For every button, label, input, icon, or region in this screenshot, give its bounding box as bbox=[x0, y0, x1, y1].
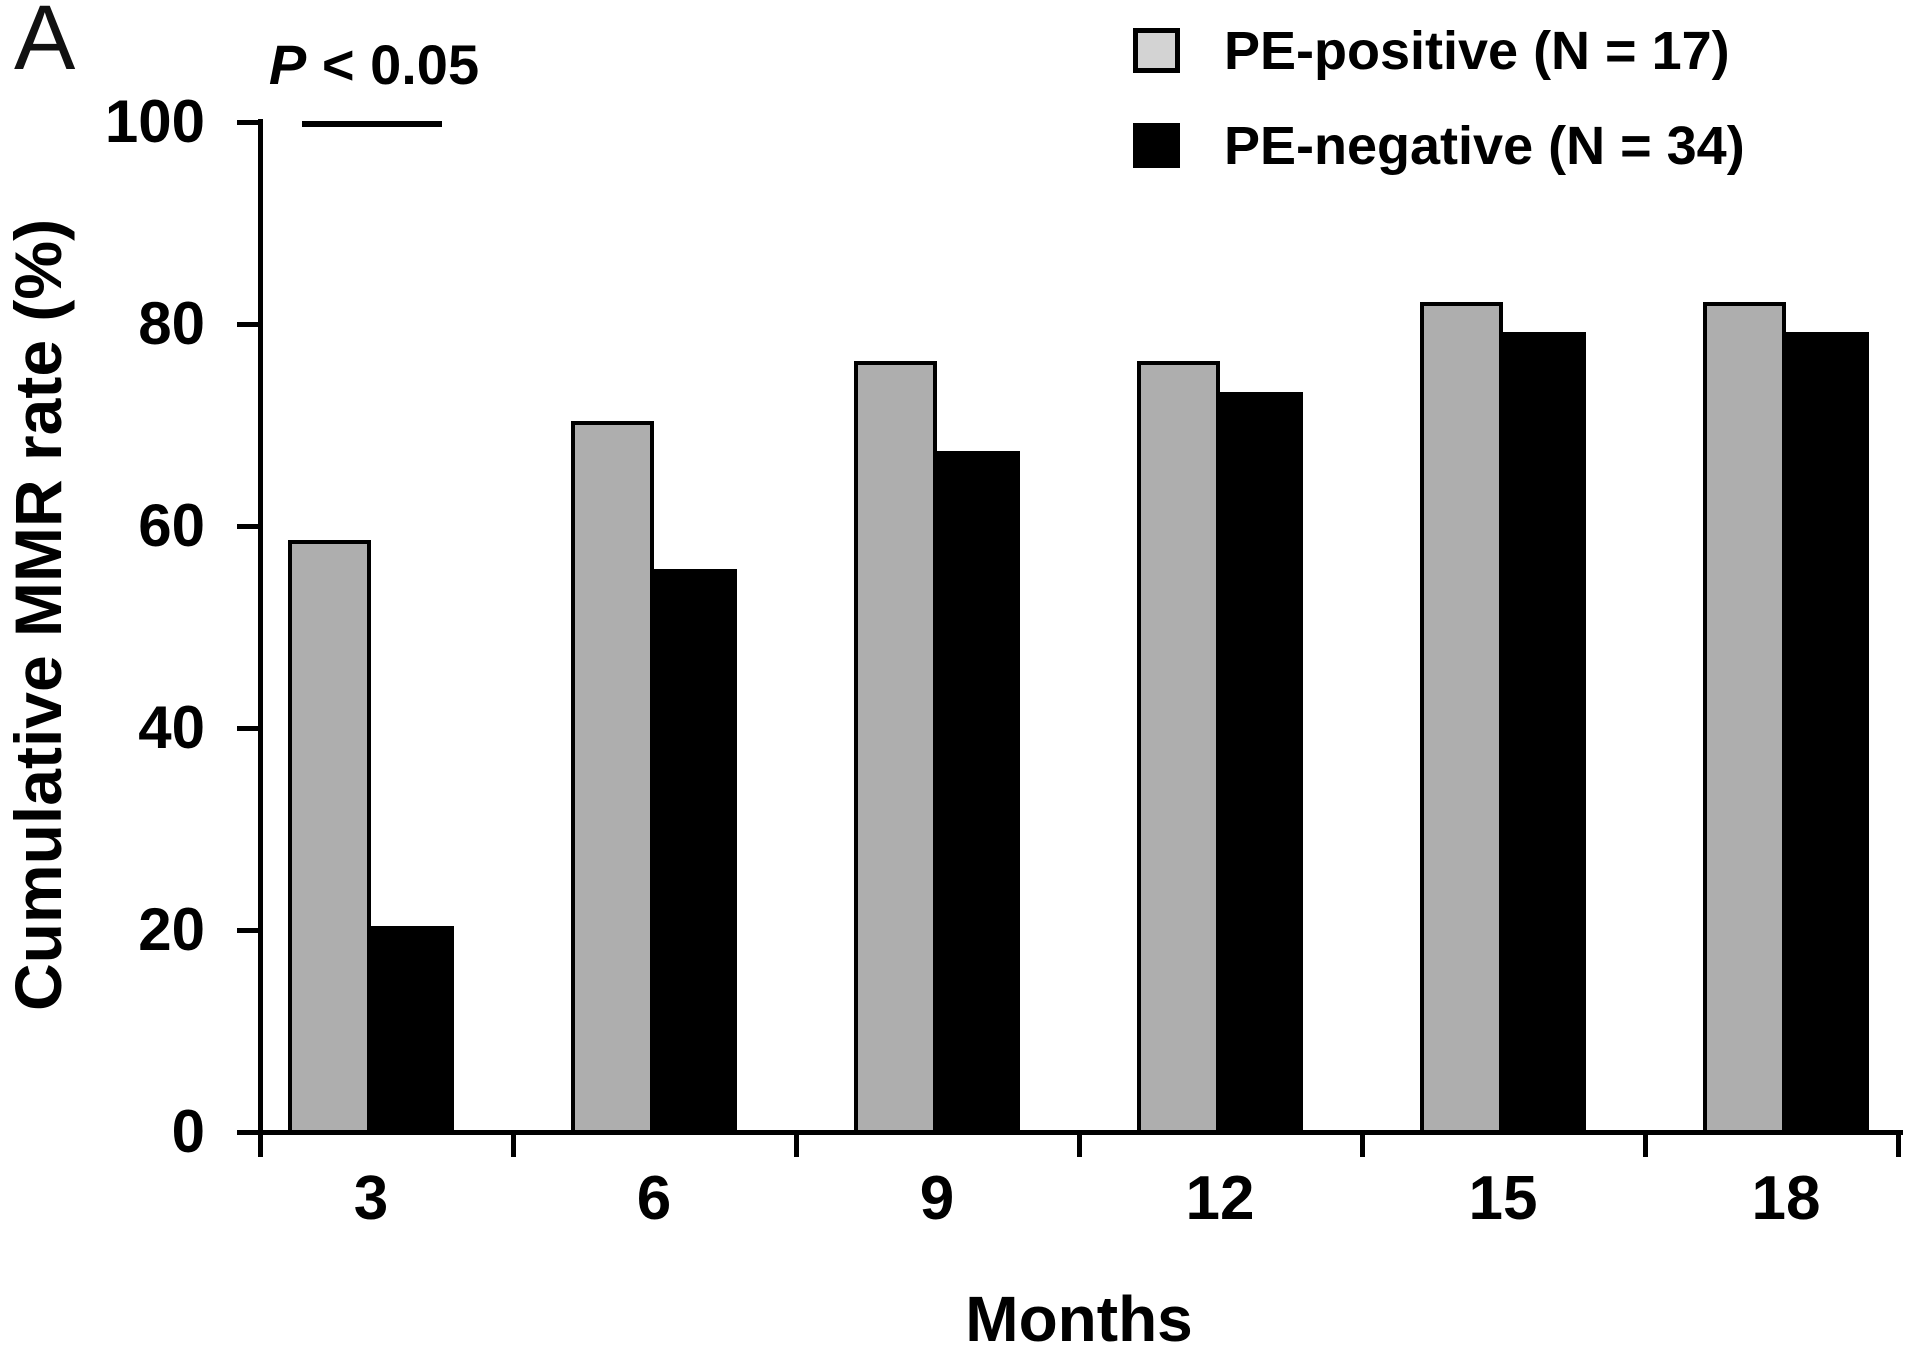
y-tick-label-60: 60 bbox=[138, 492, 205, 559]
x-category-label-15: 15 bbox=[1468, 1164, 1538, 1233]
legend-swatch-pe-positive bbox=[1133, 28, 1180, 73]
significance-annotation: P < 0.05 bbox=[269, 32, 479, 97]
y-tick-60 bbox=[237, 524, 259, 529]
y-tick-20 bbox=[237, 928, 259, 933]
y-tick-80 bbox=[237, 322, 259, 327]
y-tick-label-40: 40 bbox=[138, 694, 205, 761]
bar-pe-positive-15 bbox=[1420, 302, 1503, 1134]
y-axis-line bbox=[258, 119, 263, 1135]
legend-label-pe-negative: PE-negative (N = 34) bbox=[1224, 116, 1745, 176]
x-category-label-6: 6 bbox=[636, 1164, 672, 1233]
bar-pe-positive-6 bbox=[571, 421, 654, 1134]
x-tick-1 bbox=[511, 1133, 516, 1157]
x-tick-4 bbox=[1360, 1133, 1365, 1157]
legend-swatch-pe-negative bbox=[1133, 123, 1180, 168]
x-category-label-3: 3 bbox=[353, 1164, 389, 1233]
x-tick-5 bbox=[1643, 1133, 1648, 1157]
bar-pe-positive-3 bbox=[288, 540, 371, 1134]
bar-pe-negative-9 bbox=[937, 451, 1020, 1134]
x-category-label-18: 18 bbox=[1751, 1164, 1821, 1233]
x-tick-6 bbox=[1896, 1133, 1901, 1157]
y-tick-0 bbox=[237, 1130, 259, 1135]
legend-label-pe-positive: PE-positive (N = 17) bbox=[1224, 21, 1730, 81]
x-category-label-12: 12 bbox=[1185, 1164, 1255, 1233]
x-tick-3 bbox=[1077, 1133, 1082, 1157]
significance-p-symbol: P bbox=[268, 33, 307, 96]
significance-value: < 0.05 bbox=[306, 33, 480, 96]
x-tick-0 bbox=[258, 1133, 263, 1157]
bar-pe-negative-3 bbox=[371, 926, 454, 1134]
y-tick-100 bbox=[237, 120, 259, 125]
bar-pe-negative-6 bbox=[654, 569, 737, 1134]
significance-bracket-line bbox=[302, 121, 442, 127]
y-tick-label-80: 80 bbox=[138, 290, 205, 357]
x-category-label-9: 9 bbox=[919, 1164, 955, 1233]
x-axis-line bbox=[258, 1130, 1903, 1135]
x-tick-2 bbox=[794, 1133, 799, 1157]
x-axis-title: Months bbox=[965, 1283, 1193, 1350]
bar-pe-positive-9 bbox=[854, 361, 937, 1134]
y-tick-label-0: 0 bbox=[171, 1098, 205, 1165]
panel-label: A bbox=[14, 0, 76, 89]
y-tick-label-20: 20 bbox=[138, 896, 205, 963]
bar-pe-negative-18 bbox=[1786, 332, 1869, 1134]
bar-pe-positive-12 bbox=[1137, 361, 1220, 1134]
bar-pe-positive-18 bbox=[1703, 302, 1786, 1134]
y-tick-label-100: 100 bbox=[104, 88, 205, 155]
y-tick-40 bbox=[237, 726, 259, 731]
bar-pe-negative-12 bbox=[1220, 392, 1303, 1134]
bar-pe-negative-15 bbox=[1503, 332, 1586, 1134]
